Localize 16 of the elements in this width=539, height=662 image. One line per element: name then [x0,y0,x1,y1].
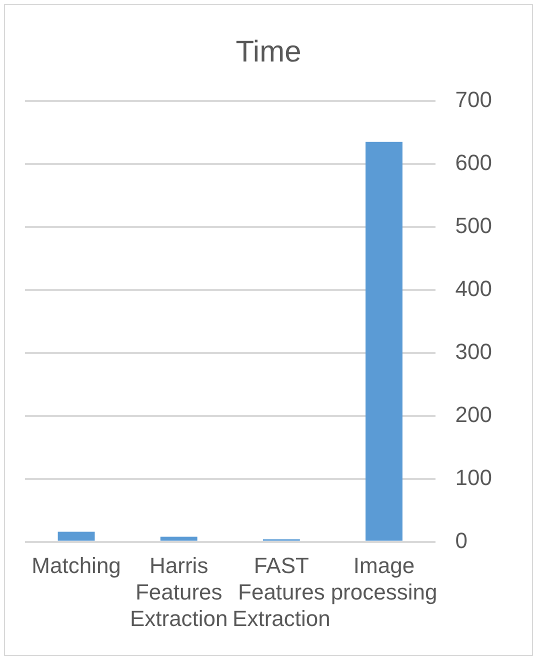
x-tick-label: Image processing [330,553,438,604]
y-tick-label: 200 [455,402,492,427]
y-tick-label: 0 [455,528,468,553]
bar [58,532,95,541]
y-tick-label: 400 [455,276,492,301]
y-tick-label: 300 [455,338,492,364]
bar [160,536,198,541]
x-tick-label: Matching [32,553,121,578]
y-tick-label: 100 [455,464,492,490]
x-tick-label: FAST Features Extraction [232,553,330,631]
bar [366,142,402,541]
chart-title: Time [236,35,302,68]
y-tick-label: 500 [455,213,492,238]
x-tick-label: Harris Features Extraction [130,553,228,631]
y-tick-label: 700 [455,87,492,112]
y-tick-label: 600 [455,150,492,176]
